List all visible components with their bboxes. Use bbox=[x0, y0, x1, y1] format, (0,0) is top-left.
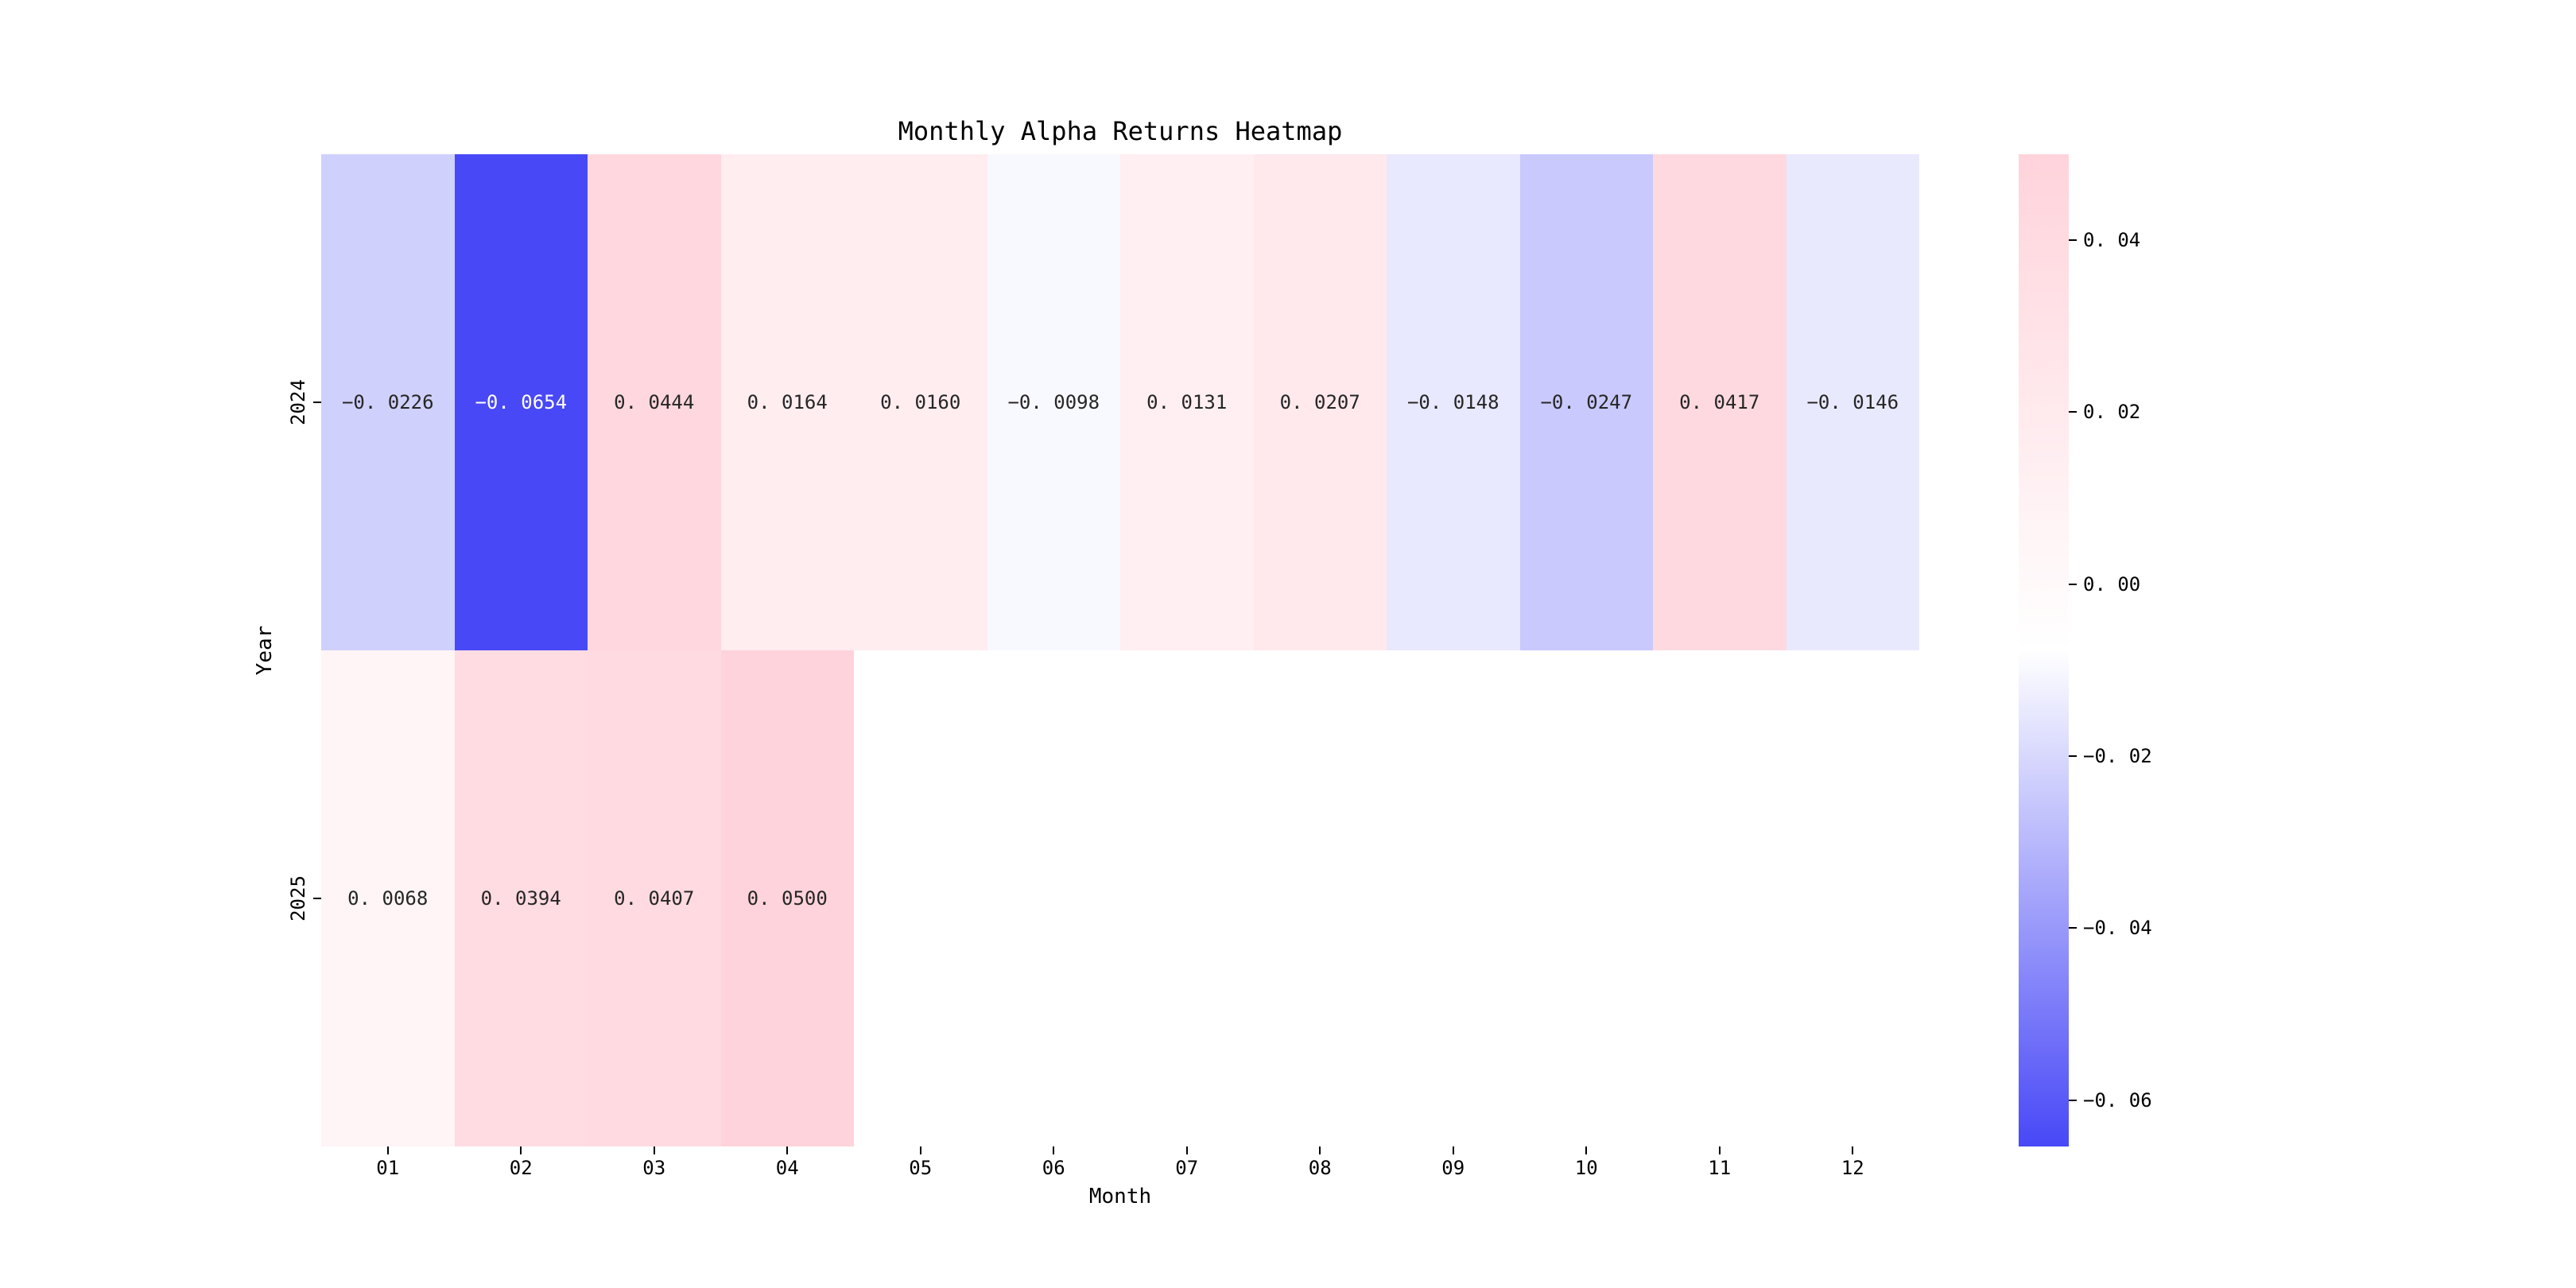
heatmap-cell: 0. 0160 bbox=[854, 154, 987, 650]
x-tick-mark bbox=[919, 1146, 921, 1154]
cell-value: 0. 0407 bbox=[614, 887, 695, 910]
x-tick-mark bbox=[1053, 1146, 1055, 1154]
x-tick-label: 04 bbox=[775, 1157, 799, 1179]
heatmap-cell bbox=[1786, 650, 1919, 1146]
heatmap-cell: −0. 0247 bbox=[1519, 154, 1653, 650]
heatmap-grid: −0. 0226 −0. 0654 0. 0444 0. 0164 0. 0160 −0.… bbox=[321, 154, 1919, 1146]
x-tick-mark bbox=[653, 1146, 655, 1154]
cell-value: −0. 0146 bbox=[1806, 391, 1899, 413]
x-tick-mark bbox=[1718, 1146, 1721, 1154]
heatmap-cell bbox=[1519, 650, 1653, 1146]
y-tick-mark bbox=[313, 402, 321, 403]
cell-value: 0. 0068 bbox=[347, 887, 429, 910]
heatmap-cell bbox=[1387, 650, 1520, 1146]
heatmap-cell bbox=[1653, 650, 1787, 1146]
heatmap-cell: −0. 0146 bbox=[1786, 154, 1919, 650]
heatmap-cell: −0. 0654 bbox=[454, 154, 588, 650]
x-tick-label: 12 bbox=[1841, 1157, 1864, 1179]
heatmap-cell: 0. 0164 bbox=[720, 154, 854, 650]
cell-value: −0. 0247 bbox=[1540, 391, 1633, 413]
colorbar-tick-label: 0. 02 bbox=[2083, 401, 2141, 424]
cell-value: 0. 0417 bbox=[1679, 391, 1760, 413]
x-tick-mark bbox=[1852, 1146, 1854, 1154]
cell-value: 0. 0131 bbox=[1146, 391, 1228, 413]
x-tick-mark bbox=[1585, 1146, 1588, 1154]
colorbar-tick-label: 0. 00 bbox=[2083, 572, 2141, 596]
heatmap-cell: 0. 0207 bbox=[1253, 154, 1387, 650]
x-tick-mark bbox=[786, 1146, 789, 1154]
x-tick-label: 10 bbox=[1574, 1157, 1598, 1179]
x-tick-label: 08 bbox=[1308, 1157, 1332, 1179]
cell-value: 0. 0500 bbox=[747, 887, 828, 910]
x-tick-label: 03 bbox=[642, 1157, 666, 1179]
heatmap-cell: 0. 0068 bbox=[321, 650, 455, 1146]
colorbar-tick-mark bbox=[2069, 411, 2077, 413]
colorbar-tick-mark bbox=[2069, 583, 2077, 585]
x-tick-mark bbox=[1319, 1146, 1321, 1154]
y-tick-mark bbox=[313, 898, 321, 899]
cell-value: −0. 0654 bbox=[475, 391, 568, 413]
x-tick-mark bbox=[1452, 1146, 1454, 1154]
cell-value: −0. 0226 bbox=[341, 391, 434, 413]
x-tick-label: 09 bbox=[1441, 1157, 1465, 1179]
x-tick-label: 07 bbox=[1175, 1157, 1199, 1179]
x-axis-label: Month bbox=[1088, 1185, 1152, 1208]
x-tick-label: 02 bbox=[509, 1157, 533, 1179]
cell-value: 0. 0160 bbox=[880, 391, 961, 413]
colorbar-tick-label: 0. 04 bbox=[2083, 229, 2141, 252]
x-tick-label: 11 bbox=[1708, 1157, 1732, 1179]
colorbar-tick-mark bbox=[2069, 927, 2077, 929]
x-tick-label: 05 bbox=[909, 1157, 933, 1179]
chart-title: Monthly Alpha Returns Heatmap bbox=[898, 116, 1343, 146]
heatmap-cell: 0. 0500 bbox=[720, 650, 854, 1146]
x-tick-label: 01 bbox=[376, 1157, 400, 1179]
x-tick-mark bbox=[1185, 1146, 1188, 1154]
colorbar-tick-label: −0. 04 bbox=[2083, 917, 2152, 940]
colorbar-tick-mark bbox=[2069, 239, 2077, 242]
colorbar-tick-label: −0. 02 bbox=[2083, 745, 2152, 768]
heatmap-cell: −0. 0148 bbox=[1387, 154, 1520, 650]
heatmap-cell: 0. 0407 bbox=[588, 650, 721, 1146]
heatmap-cell: 0. 0417 bbox=[1653, 154, 1787, 650]
colorbar bbox=[2019, 154, 2069, 1146]
heatmap-cell bbox=[987, 650, 1120, 1146]
y-tick-label: 2024 bbox=[287, 379, 309, 425]
cell-value: 0. 0394 bbox=[480, 887, 561, 910]
cell-value: 0. 0164 bbox=[747, 391, 828, 413]
cell-value: −0. 0148 bbox=[1406, 391, 1499, 413]
heatmap-cell bbox=[854, 650, 987, 1146]
heatmap-cell bbox=[1253, 650, 1387, 1146]
y-axis-label: Year bbox=[253, 625, 277, 676]
x-tick-label: 06 bbox=[1042, 1157, 1065, 1179]
colorbar-tick-mark bbox=[2069, 1099, 2077, 1101]
colorbar-tick-label: −0. 06 bbox=[2083, 1088, 2152, 1111]
cell-value: −0. 0098 bbox=[1007, 391, 1100, 413]
colorbar-tick-mark bbox=[2069, 755, 2077, 758]
cell-value: 0. 0207 bbox=[1279, 391, 1360, 413]
heatmap-cell bbox=[1120, 650, 1254, 1146]
cell-value: 0. 0444 bbox=[614, 391, 695, 413]
heatmap-cell: 0. 0394 bbox=[454, 650, 588, 1146]
x-tick-mark bbox=[386, 1146, 389, 1154]
heatmap-cell: −0. 0226 bbox=[321, 154, 455, 650]
x-tick-mark bbox=[520, 1146, 522, 1154]
y-tick-label: 2025 bbox=[287, 875, 309, 921]
heatmap-cell: 0. 0131 bbox=[1120, 154, 1254, 650]
heatmap-cell: 0. 0444 bbox=[588, 154, 721, 650]
heatmap-cell: −0. 0098 bbox=[987, 154, 1120, 650]
